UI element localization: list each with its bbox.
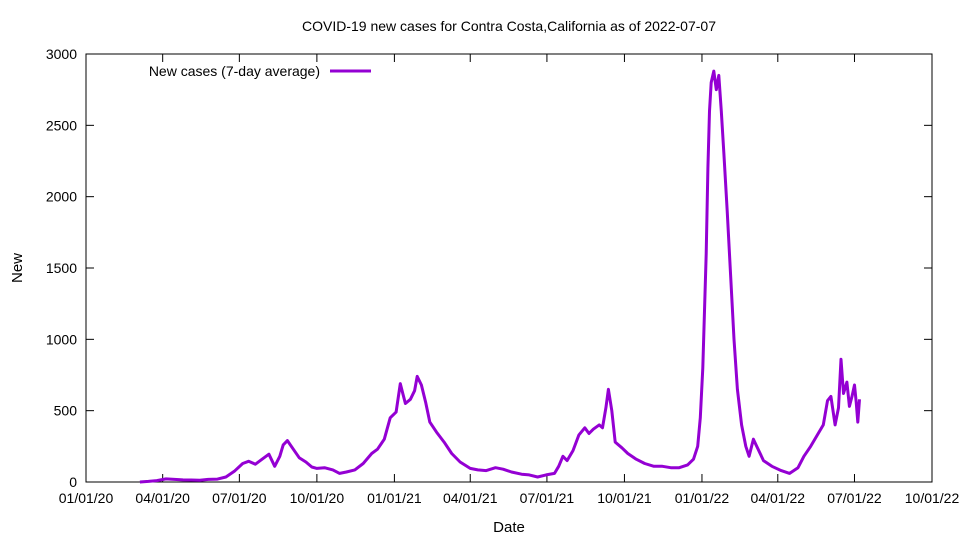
- x-tick-label: 04/01/22: [751, 490, 806, 506]
- legend: New cases (7-day average): [149, 63, 371, 79]
- plot-frame: [85, 53, 933, 483]
- y-tick-label: 1000: [46, 331, 77, 347]
- x-tick-label: 01/01/21: [367, 490, 422, 506]
- legend-label: New cases (7-day average): [149, 63, 320, 79]
- x-tick-label: 07/01/22: [827, 490, 882, 506]
- y-tick-label: 2500: [46, 117, 77, 133]
- y-tick-label: 500: [54, 403, 78, 419]
- x-tick-label: 10/01/22: [905, 490, 960, 506]
- x-tick-label: 01/01/20: [59, 490, 114, 506]
- x-axis-label: Date: [493, 519, 525, 536]
- y-tick-label: 2000: [46, 189, 77, 205]
- y-tick-label: 1500: [46, 260, 77, 276]
- x-tick-label: 07/01/21: [520, 490, 575, 506]
- x-tick-label: 01/01/22: [675, 490, 730, 506]
- y-tick-label: 0: [69, 474, 77, 490]
- x-tick-label: 04/01/20: [135, 490, 190, 506]
- series-line-new-cases: [139, 69, 861, 484]
- x-tick-label: 07/01/20: [212, 490, 267, 506]
- y-axis-label: New: [9, 253, 26, 283]
- chart-title: COVID-19 new cases for Contra Costa,Cali…: [302, 18, 716, 34]
- axis-ticks: [85, 53, 933, 483]
- x-tick-label: 10/01/21: [597, 490, 652, 506]
- x-tick-label: 10/01/20: [290, 490, 345, 506]
- x-tick-label: 04/01/21: [443, 490, 498, 506]
- y-tick-label: 3000: [46, 46, 77, 62]
- axis-tick-labels: 01/01/20 04/01/20 07/01/20 10/01/20 01/01/21…: [46, 46, 960, 506]
